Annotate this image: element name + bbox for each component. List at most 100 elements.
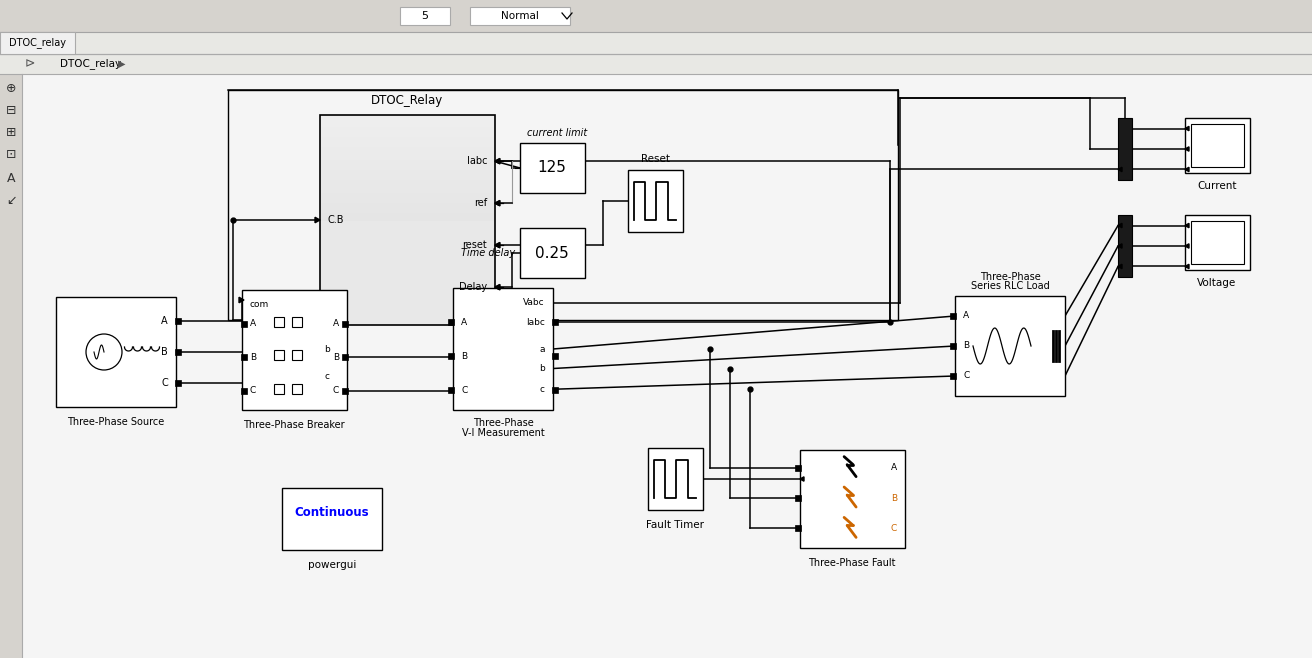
Text: ⊕: ⊕ [5, 82, 16, 95]
Text: powergui: powergui [308, 560, 356, 570]
Bar [321, 153, 495, 154]
Text: 5: 5 [421, 11, 429, 21]
Text: B: B [161, 347, 168, 357]
Bar [321, 119, 495, 120]
Bar [321, 169, 495, 170]
Bar [321, 193, 495, 194]
Bar [0, 32, 1312, 54]
Text: Fault Timer: Fault Timer [646, 520, 705, 530]
Bar [321, 210, 495, 211]
Bar [321, 132, 495, 133]
Bar [241, 354, 247, 360]
Bar [321, 198, 495, 199]
Polygon shape [495, 201, 499, 205]
Bar [321, 144, 495, 145]
Bar [1118, 215, 1132, 277]
Polygon shape [1118, 223, 1122, 228]
Polygon shape [315, 217, 320, 223]
Bar [321, 135, 495, 136]
Text: Three-Phase: Three-Phase [472, 418, 534, 428]
Bar [321, 145, 495, 146]
Bar [470, 7, 569, 25]
Bar [520, 143, 585, 193]
Bar [552, 319, 558, 325]
Bar [628, 170, 684, 232]
Bar [950, 313, 956, 319]
Bar [342, 354, 348, 360]
Bar [950, 343, 956, 349]
Bar [321, 155, 495, 156]
Bar [0, 74, 22, 658]
Bar [321, 125, 495, 126]
Bar [321, 189, 495, 190]
Bar [321, 146, 495, 147]
Bar [321, 170, 495, 171]
Text: ⊞: ⊞ [5, 126, 16, 139]
Bar [321, 207, 495, 208]
Polygon shape [495, 159, 499, 163]
Bar [321, 139, 495, 140]
Bar [321, 187, 495, 188]
Bar [321, 152, 495, 153]
Bar [321, 156, 495, 157]
Polygon shape [1185, 244, 1189, 248]
Bar [1118, 118, 1132, 180]
Bar [321, 141, 495, 142]
Bar [282, 488, 382, 550]
Bar [321, 130, 495, 131]
Text: A: A [963, 311, 970, 320]
Bar [950, 373, 956, 379]
Bar [1185, 118, 1250, 173]
Bar [321, 200, 495, 201]
Text: A: A [461, 318, 467, 326]
Text: C.B: C.B [328, 215, 345, 225]
Text: ⊟: ⊟ [5, 103, 16, 116]
Bar [321, 167, 495, 168]
Bar [56, 297, 176, 407]
Polygon shape [1185, 223, 1189, 228]
Text: reset: reset [462, 240, 487, 250]
Bar [321, 173, 495, 174]
Bar [321, 176, 495, 177]
Polygon shape [1185, 167, 1189, 172]
Text: C: C [461, 386, 467, 395]
Bar [447, 319, 454, 325]
Bar [321, 150, 495, 151]
Bar [321, 209, 495, 210]
Bar [321, 195, 495, 196]
Bar [174, 380, 181, 386]
Bar [321, 199, 495, 200]
Bar [321, 157, 495, 158]
Text: Series RLC Load: Series RLC Load [971, 281, 1050, 291]
Bar [342, 320, 348, 326]
Bar [321, 197, 495, 198]
Bar [321, 178, 495, 179]
Bar [552, 388, 558, 393]
Polygon shape [495, 201, 500, 206]
Text: Current: Current [1198, 181, 1237, 191]
Bar [321, 151, 495, 152]
Bar [321, 133, 495, 134]
Text: V-I Measurement: V-I Measurement [462, 428, 544, 438]
Bar [321, 165, 495, 166]
Text: ↙: ↙ [5, 193, 16, 207]
Bar [0, 0, 1312, 32]
Bar [321, 163, 495, 164]
Bar [1191, 124, 1244, 167]
Bar [241, 290, 346, 410]
Bar [321, 172, 495, 173]
Bar [453, 288, 552, 410]
Bar [795, 465, 802, 470]
Text: B: B [333, 353, 338, 362]
Text: ref: ref [474, 198, 487, 208]
Bar [955, 296, 1065, 396]
Bar [321, 127, 495, 128]
Bar [321, 201, 495, 202]
Text: A: A [161, 316, 168, 326]
Text: C: C [333, 386, 338, 395]
Text: B: B [891, 494, 897, 503]
Bar [321, 214, 495, 215]
Bar [552, 353, 558, 359]
Bar [321, 185, 495, 186]
Bar [1185, 215, 1250, 270]
